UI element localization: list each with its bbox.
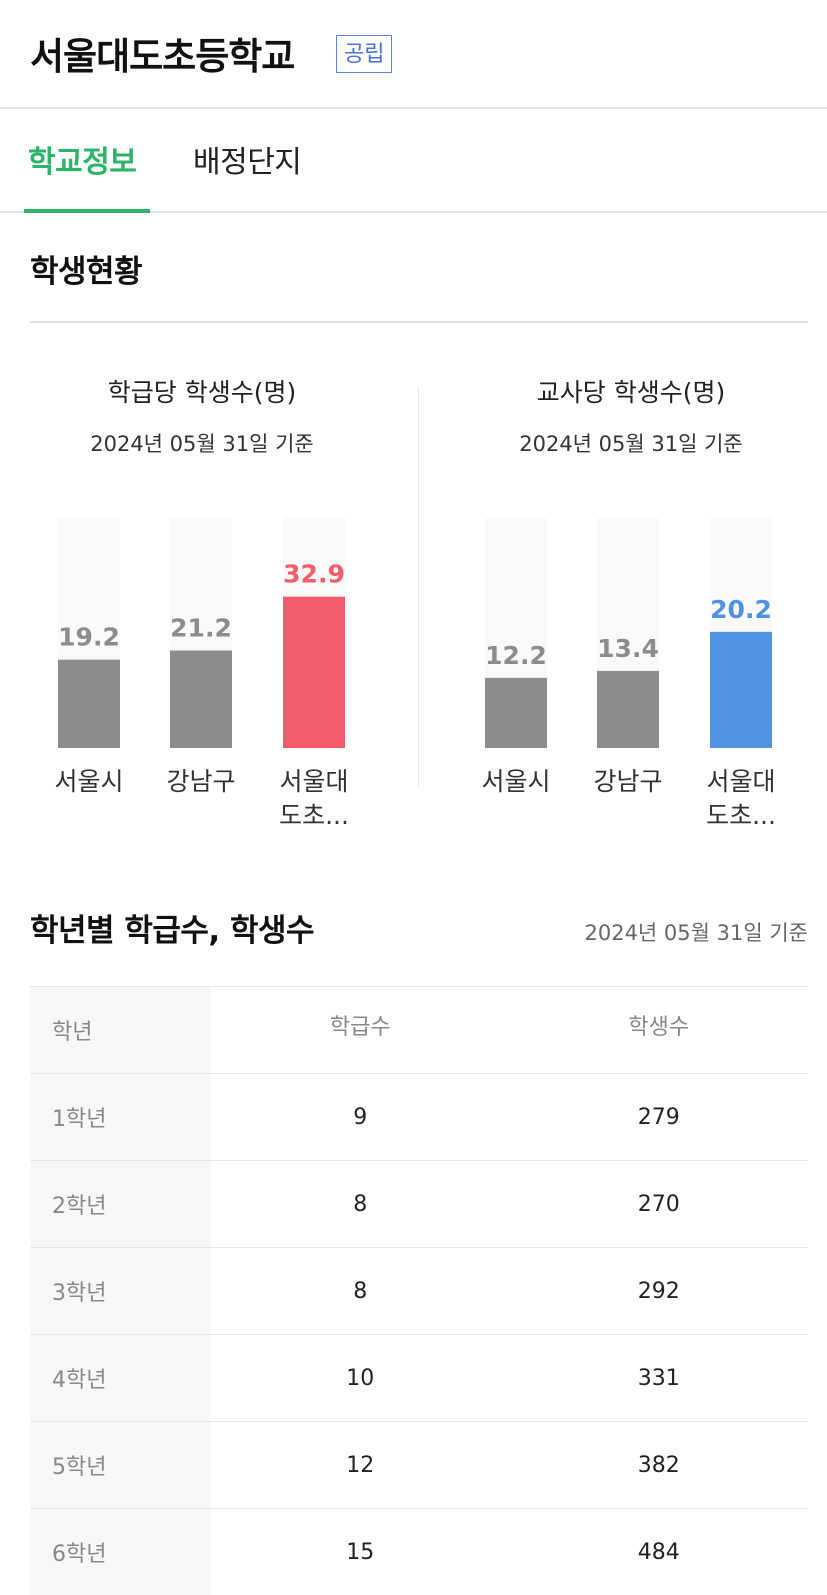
grade-table-title: 학년별 학급수, 학생수: [30, 905, 314, 950]
header-classes: 학급수: [211, 987, 510, 1074]
bar-1-1: [597, 671, 659, 748]
header-grade: 학년: [30, 987, 211, 1074]
row-students: 484: [510, 1509, 809, 1595]
row-classes: 9: [211, 1074, 510, 1161]
category-label: 서울대: [706, 767, 775, 796]
bar-value-label: 19.2: [58, 623, 120, 652]
category-label: 서울시: [481, 767, 550, 796]
bar-1-2: [710, 632, 772, 748]
bar-value-label: 21.2: [170, 613, 232, 642]
row-grade: 2학년: [30, 1161, 211, 1248]
table-row: 6학년 15 484: [30, 1509, 808, 1595]
category-label: 서울대: [279, 767, 348, 796]
row-classes: 10: [211, 1335, 510, 1422]
row-classes: 15: [211, 1509, 510, 1595]
table-row: 5학년 12 382: [30, 1422, 808, 1509]
category-label: 강남구: [166, 767, 235, 796]
bar-1-0: [485, 678, 547, 748]
bar-0-2: [283, 597, 345, 748]
table-row: 4학년 10 331: [30, 1335, 808, 1422]
row-students: 270: [510, 1161, 809, 1248]
student-ratio-charts: 19.2 서울시 21.2 강남구 32.9 서울대도초... 12.2 서울시 13.4 강남구…: [0, 0, 827, 860]
bar-0-0: [58, 660, 120, 748]
row-classes: 8: [211, 1248, 510, 1335]
bar-value-label: 12.2: [485, 641, 547, 670]
row-grade: 6학년: [30, 1509, 211, 1595]
grade-table: 학년 학급수 학생수 1학년 9 279 2학년 8 270 3학년 8 292…: [30, 986, 808, 1595]
row-grade: 5학년: [30, 1422, 211, 1509]
bar-value-label: 13.4: [597, 634, 659, 663]
table-row: 1학년 9 279: [30, 1074, 808, 1161]
bar-0-1: [170, 650, 232, 748]
row-grade: 3학년: [30, 1248, 211, 1335]
row-classes: 8: [211, 1161, 510, 1248]
row-students: 292: [510, 1248, 809, 1335]
category-label: 도초...: [279, 801, 349, 830]
row-grade: 1학년: [30, 1074, 211, 1161]
bar-value-label: 32.9: [283, 560, 345, 589]
header-students: 학생수: [510, 987, 809, 1074]
table-header-row: 학년 학급수 학생수: [30, 987, 808, 1074]
category-label: 서울시: [54, 767, 123, 796]
category-label: 도초...: [706, 801, 776, 830]
category-label: 강남구: [593, 767, 662, 796]
row-classes: 12: [211, 1422, 510, 1509]
grade-table-date: 2024년 05월 31일 기준: [584, 917, 808, 947]
bar-value-label: 20.2: [710, 595, 772, 624]
row-grade: 4학년: [30, 1335, 211, 1422]
row-students: 382: [510, 1422, 809, 1509]
table-row: 3학년 8 292: [30, 1248, 808, 1335]
table-row: 2학년 8 270: [30, 1161, 808, 1248]
row-students: 331: [510, 1335, 809, 1422]
row-students: 279: [510, 1074, 809, 1161]
